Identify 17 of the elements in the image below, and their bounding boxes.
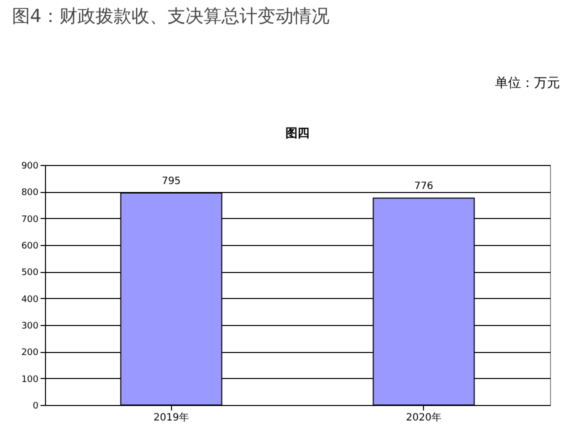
y-tick-label: 0 xyxy=(32,402,39,412)
y-tick-label: 300 xyxy=(21,322,39,332)
y-tick-label: 400 xyxy=(21,294,39,305)
x-tick-label: 2020年 xyxy=(406,412,442,424)
x-tick-label: 2019年 xyxy=(154,412,189,424)
text: 单位：万元 xyxy=(495,76,560,91)
y-tick-label: 600 xyxy=(21,242,39,252)
data-label: 795 xyxy=(162,176,181,187)
y-tick-label: 700 xyxy=(21,214,39,225)
data-label: 776 xyxy=(414,181,434,192)
chart-subtitle: 图四 xyxy=(286,126,310,140)
y-tick-label: 900 xyxy=(21,162,39,172)
y-tick-label: 500 xyxy=(21,268,39,278)
y-tick-label: 200 xyxy=(21,348,39,358)
y-tick-label: 800 xyxy=(21,188,39,198)
y-tick-label: 100 xyxy=(21,374,39,385)
chart-title: 图4：财政拨款收、支决算总计变动情况 xyxy=(12,6,330,27)
